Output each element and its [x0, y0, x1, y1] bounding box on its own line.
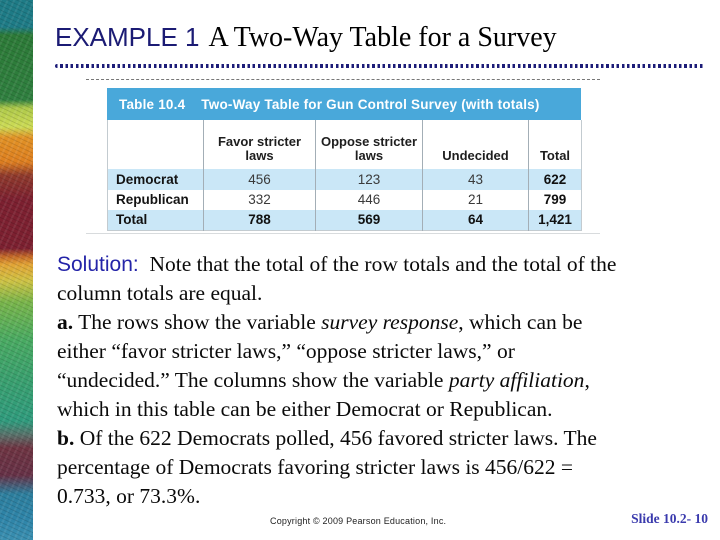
table-cell: 799: [528, 190, 582, 210]
table-cell: 569: [315, 210, 423, 231]
text-segment: ,: [584, 368, 590, 392]
table-row-republican: Republican 332 446 21 799: [108, 190, 582, 210]
solution-line: a. The rows show the variable survey res…: [57, 308, 717, 337]
footer-copyright: Copyright © 2009 Pearson Education, Inc.: [270, 516, 447, 526]
text-segment: b.: [57, 426, 75, 450]
title-dotted-rule: [55, 64, 705, 68]
table-caption-title: Two-Way Table for Gun Control Survey (wi…: [201, 96, 540, 112]
row-label: Republican: [116, 192, 189, 208]
text-segment: either “favor stricter laws,” “oppose st…: [57, 339, 515, 363]
text-segment: a.: [57, 310, 74, 334]
title-text: A Two-Way Table for a Survey: [208, 22, 557, 53]
text-segment: party affiliation: [448, 368, 585, 392]
solution-line: which in this table can be either Democr…: [57, 395, 717, 424]
slide-number: Slide 10.2- 10: [631, 511, 708, 526]
solution-line: b. Of the 622 Democrats polled, 456 favo…: [57, 424, 717, 453]
solution-line: percentage of Democrats favoring stricte…: [57, 453, 717, 482]
table-cell: 456: [203, 169, 316, 190]
solution-line: “undecided.” The columns show the variab…: [57, 366, 717, 395]
text-segment: “undecided.” The columns show the variab…: [57, 368, 449, 392]
title-eyebrow: EXAMPLE 1: [55, 22, 200, 52]
left-art-strip: [0, 0, 33, 540]
text-segment: column totals are equal.: [57, 281, 263, 305]
table-cell: 21: [422, 190, 529, 210]
column-header-undecided: Undecided: [422, 120, 529, 169]
table-caption-label: Table 10.4: [119, 96, 186, 112]
text-segment: survey response: [321, 310, 459, 334]
column-header-favor: Favor stricter laws: [203, 120, 316, 169]
corner-cell: [107, 120, 204, 169]
table-row-democrat: Democrat 456 123 43 622: [107, 169, 582, 190]
text-segment: Note that the total of the row totals an…: [138, 252, 617, 276]
solution-line: Solution: Note that the total of the row…: [57, 250, 717, 279]
solution-text: Solution: Note that the total of the row…: [57, 250, 717, 511]
text-segment: Of the 622 Democrats polled, 456 favored…: [74, 426, 597, 450]
table-header-row: Favor stricter laws Oppose stricter laws…: [107, 120, 582, 169]
table-cell: 332: [203, 190, 316, 210]
row-label: Democrat: [116, 171, 179, 187]
table-row-total: Total 788 569 64 1,421: [107, 210, 582, 231]
table-cell: 622: [528, 169, 582, 190]
slide-title: EXAMPLE 1 A Two-Way Table for a Survey: [55, 22, 557, 54]
solution-line: either “favor stricter laws,” “oppose st…: [57, 337, 717, 366]
table-cell: 64: [422, 210, 529, 231]
text-segment: The rows show the variable: [73, 310, 322, 334]
solution-line: 0.733, or 73.3%.: [57, 482, 717, 511]
table-figure-bottom-edge: [86, 233, 600, 234]
table-cell: 1,421: [528, 210, 582, 231]
text-segment: Solution:: [57, 253, 139, 276]
table-figure-top-edge: [86, 79, 600, 80]
table-cell: 446: [315, 190, 423, 210]
table-caption-bar: Table 10.4 Two-Way Table for Gun Control…: [107, 88, 581, 120]
column-header-oppose: Oppose stricter laws: [315, 120, 423, 169]
text-segment: percentage of Democrats favoring stricte…: [57, 455, 574, 479]
two-way-table: Favor stricter laws Oppose stricter laws…: [107, 120, 582, 231]
text-segment: which in this table can be either Democr…: [57, 397, 553, 421]
row-label: Total: [116, 212, 148, 228]
column-header-total: Total: [528, 120, 582, 169]
text-segment: , which can be: [458, 310, 583, 334]
solution-line: column totals are equal.: [57, 279, 717, 308]
text-segment: 0.733, or 73.3%.: [57, 484, 201, 508]
table-cell: 43: [422, 169, 529, 190]
two-way-table-figure: Table 10.4 Two-Way Table for Gun Control…: [107, 88, 582, 231]
table-cell: 123: [315, 169, 423, 190]
table-cell: 788: [203, 210, 316, 231]
